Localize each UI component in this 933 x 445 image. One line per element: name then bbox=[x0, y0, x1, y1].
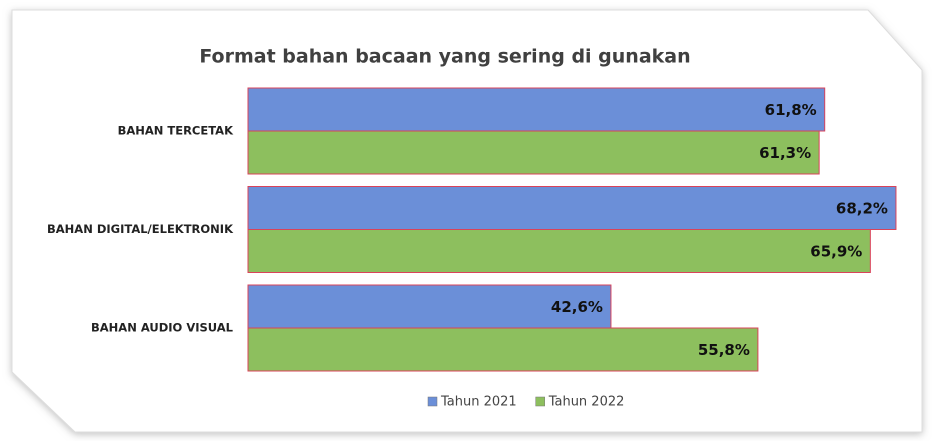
bar bbox=[247, 327, 759, 372]
category-label: BAHAN DIGITAL/ELEKTRONIK bbox=[47, 222, 234, 236]
legend-swatch bbox=[427, 396, 438, 407]
category-label: BAHAN TERCETAK bbox=[118, 124, 235, 138]
bar bbox=[247, 87, 826, 132]
legend-label: Tahun 2021 bbox=[440, 395, 517, 410]
bar bbox=[247, 186, 897, 230]
category-label: BAHAN AUDIO VISUAL bbox=[91, 321, 234, 335]
value-label: 61,3% bbox=[759, 144, 811, 162]
bar bbox=[247, 229, 871, 273]
value-label: 65,9% bbox=[810, 243, 862, 261]
value-label: 68,2% bbox=[836, 200, 888, 218]
value-label: 61,8% bbox=[765, 101, 817, 119]
value-label: 42,6% bbox=[551, 298, 603, 316]
legend-label: Tahun 2022 bbox=[548, 395, 625, 410]
value-label: 55,8% bbox=[698, 341, 750, 359]
bar bbox=[247, 130, 820, 175]
chart-title: Format bahan bacaan yang sering di gunak… bbox=[199, 46, 690, 68]
legend-swatch bbox=[535, 396, 545, 407]
bar bbox=[247, 284, 612, 329]
